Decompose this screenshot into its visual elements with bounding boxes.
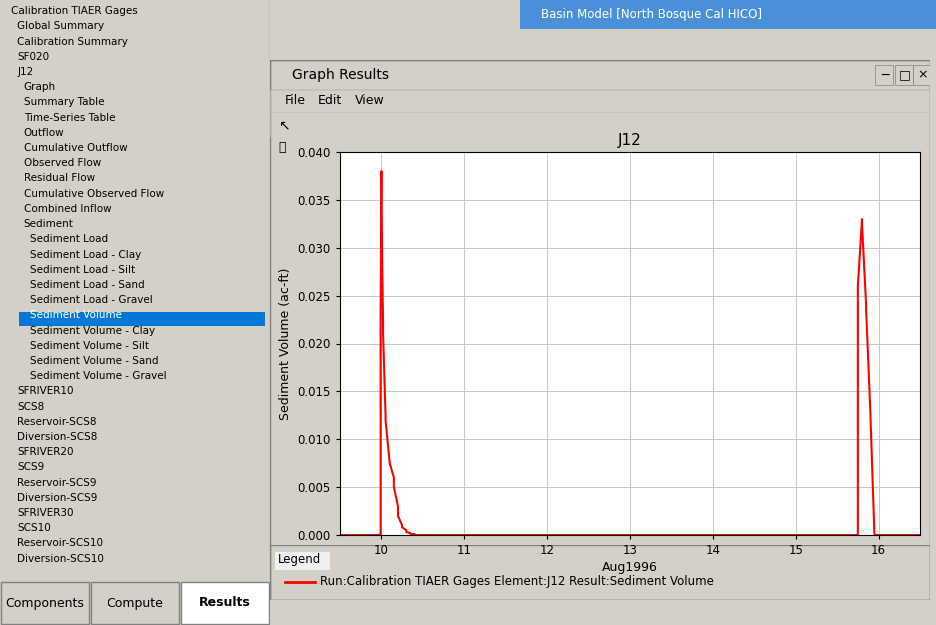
Text: SFRIVER30: SFRIVER30: [17, 508, 74, 518]
Text: Sediment Volume - Silt: Sediment Volume - Silt: [30, 341, 149, 351]
Bar: [895, 65, 913, 85]
Text: Cumulative Observed Flow: Cumulative Observed Flow: [23, 189, 164, 199]
Text: Summary Table: Summary Table: [23, 98, 104, 107]
Text: SFRIVER20: SFRIVER20: [17, 448, 74, 458]
Text: View: View: [355, 94, 385, 108]
Text: Graph Results: Graph Results: [292, 68, 389, 82]
Text: Diversion-SCS9: Diversion-SCS9: [17, 493, 97, 503]
Text: Results: Results: [199, 596, 251, 609]
Text: SCS8: SCS8: [17, 402, 45, 412]
Bar: [520, 0, 936, 29]
Text: Reservoir-SCS9: Reservoir-SCS9: [17, 478, 96, 488]
Text: Sediment Load - Silt: Sediment Load - Silt: [30, 265, 136, 275]
Text: □: □: [899, 69, 911, 81]
Title: J12: J12: [618, 133, 642, 148]
Bar: [20, 312, 265, 326]
Bar: [875, 65, 893, 85]
Text: Sediment Volume - Gravel: Sediment Volume - Gravel: [30, 371, 167, 381]
Text: Global Summary: Global Summary: [17, 21, 105, 31]
Text: Reservoir-SCS10: Reservoir-SCS10: [17, 538, 103, 548]
Text: 🔍: 🔍: [278, 141, 285, 154]
Text: Basin Model [North Bosque Cal HICO]: Basin Model [North Bosque Cal HICO]: [541, 9, 762, 21]
Text: SCS10: SCS10: [17, 523, 51, 533]
Text: SF020: SF020: [17, 52, 50, 62]
Text: Run:Calibration TIAER Gages Element:J12 Result:Sediment Volume: Run:Calibration TIAER Gages Element:J12 …: [320, 576, 714, 589]
Text: File: File: [285, 94, 305, 108]
Text: Time-Series Table: Time-Series Table: [23, 112, 115, 123]
Text: Diversion-SCS10: Diversion-SCS10: [17, 554, 104, 564]
Text: SFRIVER10: SFRIVER10: [17, 386, 74, 396]
Text: J12: J12: [17, 67, 34, 77]
Text: ↖: ↖: [278, 118, 289, 132]
Text: Outflow: Outflow: [23, 128, 65, 138]
Text: Cumulative Outflow: Cumulative Outflow: [23, 143, 127, 153]
Text: Diversion-SCS8: Diversion-SCS8: [17, 432, 97, 442]
Text: Sediment Volume: Sediment Volume: [30, 311, 123, 321]
Text: Sediment Volume - Sand: Sediment Volume - Sand: [30, 356, 159, 366]
Text: Residual Flow: Residual Flow: [23, 174, 95, 184]
Text: Sediment Load - Gravel: Sediment Load - Gravel: [30, 295, 153, 305]
Text: Calibration Summary: Calibration Summary: [17, 37, 128, 47]
Text: Observed Flow: Observed Flow: [23, 158, 101, 168]
Text: Graph: Graph: [23, 82, 56, 92]
Bar: [275, 552, 330, 570]
Text: Sediment Load - Clay: Sediment Load - Clay: [30, 249, 141, 259]
Text: Combined Inflow: Combined Inflow: [23, 204, 111, 214]
Text: Sediment: Sediment: [23, 219, 74, 229]
Bar: [913, 65, 931, 85]
Text: Components: Components: [6, 596, 84, 609]
Text: ×: ×: [918, 69, 929, 81]
X-axis label: Aug1996: Aug1996: [602, 561, 658, 574]
Text: Compute: Compute: [107, 596, 164, 609]
Text: Sediment Load - Sand: Sediment Load - Sand: [30, 280, 145, 290]
Text: Sediment Load: Sediment Load: [30, 234, 109, 244]
Text: Edit: Edit: [318, 94, 343, 108]
Text: Legend: Legend: [278, 554, 321, 566]
Text: ─: ─: [882, 69, 889, 81]
Bar: [91, 582, 179, 624]
Text: SCS9: SCS9: [17, 462, 45, 472]
Text: Reservoir-SCS8: Reservoir-SCS8: [17, 417, 96, 427]
Bar: [1, 582, 89, 624]
Y-axis label: Sediment Volume (ac-ft): Sediment Volume (ac-ft): [279, 268, 292, 420]
Text: Sediment Volume - Clay: Sediment Volume - Clay: [30, 326, 155, 336]
Text: Calibration TIAER Gages: Calibration TIAER Gages: [11, 6, 138, 16]
Bar: [181, 582, 269, 624]
